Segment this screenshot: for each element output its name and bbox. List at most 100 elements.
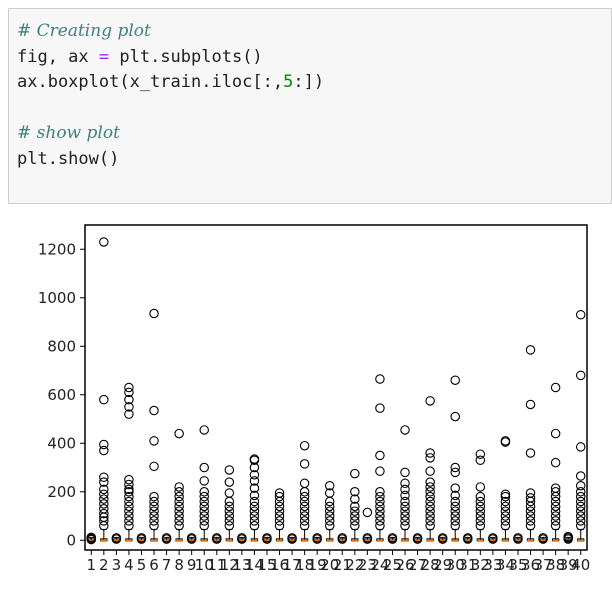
outlier-point: [525, 516, 536, 526]
outlier-point: [149, 436, 159, 446]
outlier-point: [199, 496, 209, 507]
outlier-point: [99, 439, 109, 450]
outlier-point: [425, 506, 435, 516]
outlier-point: [299, 506, 310, 516]
outlier-point: [400, 425, 410, 435]
outlier-point: [99, 504, 109, 514]
outlier-point: [199, 511, 209, 521]
outlier-point: [550, 457, 561, 468]
outlier-point: [262, 533, 272, 543]
outlier-point: [375, 511, 385, 521]
outlier-point: [274, 496, 285, 507]
outlier-point: [224, 496, 235, 507]
code-editor[interactable]: # Creating plot fig, ax = plt.subplots() a…: [17, 19, 324, 172]
outlier-point: [174, 511, 184, 521]
code-cell[interactable]: # Creating plot fig, ax = plt.subplots() a…: [8, 8, 612, 204]
outlier-point: [111, 533, 122, 543]
outlier-point: [324, 516, 335, 526]
outlier-point: [375, 487, 385, 497]
x-tick-label: 26: [395, 556, 414, 574]
outlier-point: [375, 516, 385, 526]
x-tick-label: 21: [333, 556, 352, 574]
outlier-point: [99, 237, 109, 247]
x-tick-label: 28: [421, 556, 440, 574]
outlier-point: [99, 445, 109, 456]
outlier-point: [450, 506, 460, 516]
x-tick-label: 7: [162, 556, 172, 574]
outlier-point: [174, 516, 184, 526]
outlier-point: [337, 533, 348, 543]
code-token: :]): [293, 72, 325, 92]
outlier-point: [350, 511, 360, 521]
outlier-point: [350, 501, 360, 512]
code-line: # Creating plot: [17, 19, 324, 45]
outlier-point: [324, 511, 335, 521]
outlier-point: [161, 533, 172, 543]
outlier-point: [124, 511, 134, 521]
outlier-point: [174, 501, 184, 512]
outlier-point: [274, 516, 285, 526]
y-tick-label: 0: [66, 531, 76, 549]
outlier-point: [299, 516, 310, 526]
outlier-point: [324, 488, 335, 498]
outlier-point: [488, 533, 498, 543]
outlier-point: [299, 440, 310, 451]
outlier-point: [174, 506, 184, 516]
outlier-point: [575, 506, 586, 516]
outlier-point: [350, 494, 360, 504]
y-tick-label: 800: [47, 337, 76, 355]
x-tick-label: 22: [345, 556, 364, 574]
outlier-point: [149, 511, 159, 521]
x-tick-label: 20: [320, 556, 339, 574]
outlier-point: [500, 516, 511, 526]
outlier-point: [425, 511, 435, 521]
outlier-point: [425, 496, 435, 507]
outlier-point: [425, 516, 435, 526]
outlier-point: [324, 480, 335, 491]
outlier-point: [575, 480, 586, 491]
outlier-point: [425, 491, 435, 502]
outlier-point: [525, 493, 536, 503]
x-tick-label: 18: [295, 556, 314, 574]
outlier-point: [124, 402, 134, 412]
outlier-point: [400, 496, 410, 507]
outlier-point: [249, 483, 260, 493]
outlier-point: [575, 442, 586, 452]
outlier-point: [124, 387, 134, 398]
outlier-point: [124, 394, 134, 405]
outlier-point: [387, 533, 398, 543]
y-tick-label: 400: [47, 434, 76, 452]
outlier-point: [124, 484, 134, 495]
outlier-point: [450, 467, 460, 478]
outlier-point: [400, 516, 410, 526]
outlier-point: [124, 506, 134, 516]
outlier-point: [550, 506, 561, 516]
outlier-point: [425, 520, 435, 531]
outlier-point: [124, 516, 134, 526]
outlier-point: [124, 496, 134, 507]
outlier-point: [174, 520, 184, 531]
outlier-point: [550, 511, 561, 521]
outlier-point: [249, 501, 260, 512]
x-tick-label: 2: [99, 556, 109, 574]
outlier-point: [124, 491, 134, 502]
outlier-point: [375, 403, 385, 413]
outlier-point: [475, 491, 486, 502]
outlier-point: [199, 516, 209, 526]
outlier-point: [299, 487, 310, 497]
outlier-point: [500, 436, 511, 446]
outlier-point: [299, 501, 310, 512]
outlier-point: [475, 449, 486, 459]
outlier-point: [99, 484, 109, 495]
outlier-point: [224, 477, 235, 487]
outlier-point: [525, 501, 536, 512]
outlier-point: [199, 501, 209, 512]
outlier-point: [249, 496, 260, 507]
outlier-point: [199, 506, 209, 516]
outlier-point: [500, 511, 511, 521]
outlier-point: [249, 511, 260, 521]
code-token: plt.show(): [17, 148, 120, 169]
outlier-point: [224, 516, 235, 526]
outlier-point: [450, 501, 460, 512]
outlier-point: [350, 516, 360, 526]
